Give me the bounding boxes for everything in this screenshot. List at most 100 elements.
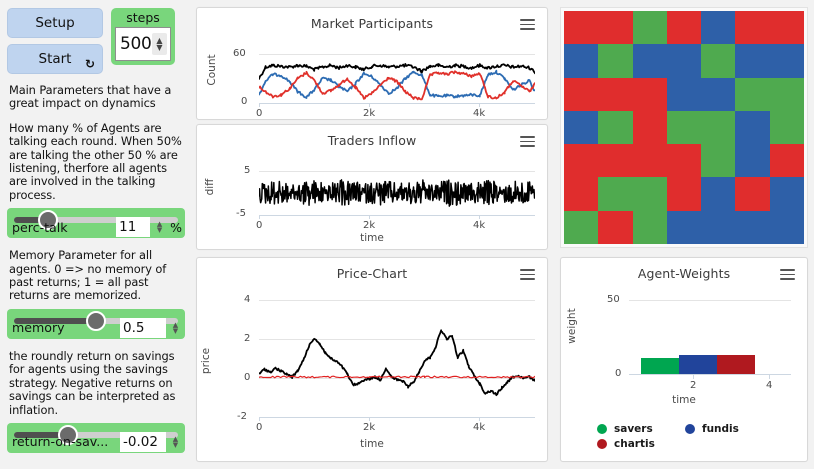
grid-cell-4-4 [701,144,736,178]
series-line [259,70,535,101]
chevron-down-icon: ▼ [156,43,163,52]
memory-slider[interactable]: memory 0.5 ▲ ▼ [7,308,185,339]
y-tick: 5 [244,165,251,176]
tickmark [259,103,260,107]
grid-cell-4-1 [598,144,633,178]
tickmark [479,417,480,421]
grid-cell-3-2 [632,110,667,145]
hamburger-menu-icon[interactable] [520,19,535,30]
traders-inflow-ylabel: diff [204,178,216,196]
start-button[interactable]: Start ↻ [7,44,103,74]
grid-cell-6-2 [632,210,667,244]
agent-world-grid[interactable] [560,7,808,248]
grid-cell-4-0 [564,144,599,178]
grid-cell-4-2 [632,144,667,178]
price-chart-xlabel: time [360,438,384,450]
agent-weights-title: Agent-Weights [637,266,731,281]
chevron-up-icon: ▲ [156,36,163,45]
traders-inflow-title: Traders Inflow [327,133,417,148]
grid-cell-0-4 [701,11,736,45]
grid-cell-3-0 [564,110,599,145]
tickmark [259,215,260,219]
grid-cell-5-2 [632,177,667,211]
legend-color-dot [685,424,695,434]
control-panel: Setup Start ↻ steps 500 ▲ ▼ Main Paramete… [0,0,192,469]
return-on-savings-track[interactable] [14,431,178,438]
return-on-savings-spinner[interactable]: ▲ ▼ [169,434,182,450]
perc-talk-track[interactable] [14,217,178,224]
grid-cell-6-5 [735,210,770,244]
return-on-savings-footer: return-on-sav... -0.02 ▲ ▼ [12,431,182,452]
series-line [259,69,535,99]
agent-weights-ylabel: weight [566,308,578,344]
hamburger-menu-icon[interactable] [520,136,535,147]
grid-cell-3-4 [701,110,736,145]
legend-row: savers fundis [597,423,797,435]
series-line [259,329,535,397]
memory-fill [14,317,96,324]
chevron-up-icon: ▲ [156,220,163,229]
grid-cell-6-1 [598,210,633,244]
perc-talk-label: perc-talk [12,219,68,235]
series-line [259,375,535,379]
tickmark [259,417,260,421]
grid-cell-1-1 [598,44,633,78]
legend-item-fundis[interactable]: fundis [685,423,773,435]
series-line [259,63,535,80]
steps-label: steps [126,10,160,25]
legend-item-chartis[interactable]: chartis [597,438,685,450]
y-tick: 2 [244,333,251,344]
steps-input[interactable]: 500 ▲ ▼ [115,27,171,61]
chevron-down-icon: ▼ [156,226,163,235]
grid-cell-5-0 [564,177,599,211]
perc-talk-spinner[interactable]: ▲ ▼ [153,219,166,235]
steps-value: 500 [120,34,152,54]
perc-talk-unit: % [170,219,182,235]
tickmark [693,374,694,379]
perc-talk-slider[interactable]: perc-talk 11 ▲ ▼ % [7,208,185,239]
x-tick: 4 [766,380,773,391]
return-on-savings-knob[interactable] [58,424,79,445]
grid-cell-1-5 [735,44,770,78]
grid-cell-6-0 [564,210,599,244]
memory-value-box[interactable]: 0.5 [120,317,166,338]
grid-cell-1-4 [701,44,736,78]
return-on-savings-value-box[interactable]: -0.02 [120,431,166,452]
chevron-down-icon: ▼ [172,440,179,449]
memory-spinner[interactable]: ▲ ▼ [169,320,182,336]
button-row: Setup Start ↻ steps 500 ▲ ▼ [7,8,185,74]
grid-cell-0-0 [564,11,599,45]
grid-cell-1-6 [769,44,804,78]
grid-cell-5-6 [769,177,804,211]
return-on-savings-slider[interactable]: return-on-sav... -0.02 ▲ ▼ [7,422,185,453]
steps-spinner[interactable]: ▲ ▼ [152,33,167,55]
tickmark [479,103,480,107]
market-participants-plot [259,63,535,101]
price-chart-title: Price-Chart [336,266,408,281]
memory-value: 0.5 [123,319,145,336]
hamburger-menu-icon[interactable] [520,269,535,280]
hamburger-menu-icon[interactable] [780,269,795,280]
x-axis-line [259,215,535,216]
grid-cell-2-4 [701,77,736,111]
grid-cell-2-2 [632,77,667,111]
grid-cell-6-4 [701,210,736,244]
gridline [259,171,535,172]
grid-cell-2-1 [598,77,633,111]
agent-weights-card: Agent-Weights weight 50 0 2 4 time saver… [560,257,808,462]
x-tick: 2k [363,108,376,119]
grid-cell-2-6 [769,77,804,111]
perc-talk-knob[interactable] [38,210,59,231]
x-tick: 4k [473,108,486,119]
setup-button[interactable]: Setup [7,8,103,38]
y-tick: -5 [236,208,246,219]
perc-talk-value-box[interactable]: 11 [116,217,151,238]
perc-talk-footer: perc-talk 11 ▲ ▼ % [12,217,182,238]
legend-color-dot [597,424,607,434]
x-tick: 2k [363,422,376,433]
memory-knob[interactable] [86,310,106,331]
legend-item-savers[interactable]: savers [597,423,685,435]
x-tick: 0 [256,220,263,231]
grid-cells [564,11,804,244]
